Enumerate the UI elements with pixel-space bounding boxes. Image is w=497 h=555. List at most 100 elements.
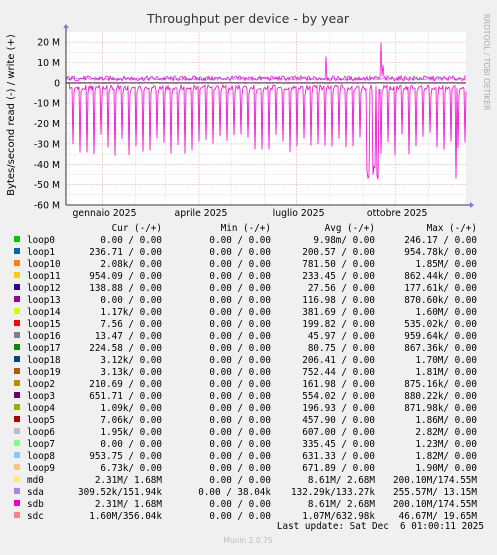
legend-cur: 1.95k/ 0.00 (100, 427, 162, 438)
legend-name: loop10 (27, 259, 61, 270)
legend-cur: 210.69 / 0.00 (89, 379, 162, 390)
legend-max: 867.36k/ 0.00 (404, 343, 477, 354)
legend-cur: 651.71 / 0.00 (89, 391, 162, 402)
legend-max: 1.82M/ 0.00 (415, 451, 477, 462)
legend-name: loop0 (27, 235, 55, 246)
legend-min: 0.00 / 0.00 (209, 463, 271, 474)
legend-avg: 45.97 / 0.00 (308, 331, 375, 342)
legend-min: 0.00 / 0.00 (209, 235, 271, 246)
legend-name: loop6 (27, 427, 55, 438)
legend-header-cur: Cur (-/+) (112, 223, 162, 234)
legend-cur: 0.00 / 0.00 (100, 295, 162, 306)
legend-max: 880.22k/ 0.00 (404, 391, 477, 402)
legend-avg: 27.56 / 0.00 (308, 283, 375, 294)
legend-cur: 2.31M/ 1.68M (95, 475, 163, 486)
legend-max: 1.81M/ 0.00 (415, 367, 477, 378)
legend-name: md0 (27, 475, 44, 486)
legend-name: sda (27, 487, 44, 498)
legend-avg: 781.50 / 0.00 (302, 259, 375, 270)
chart-title: Throughput per device - by year (146, 11, 350, 26)
legend-max: 954.78k/ 0.00 (404, 247, 477, 258)
legend-min: 0.00 / 38.04k (198, 487, 271, 498)
y-tick-label: -60 M (34, 201, 60, 212)
legend-min: 0.00 / 0.00 (209, 367, 271, 378)
legend-min: 0.00 / 0.00 (209, 499, 271, 510)
legend-max: 535.02k/ 0.00 (404, 319, 477, 330)
legend-max: 1.90M/ 0.00 (415, 463, 477, 474)
legend-min: 0.00 / 0.00 (209, 391, 271, 402)
legend-avg: 8.61M/ 2.68M (308, 499, 376, 510)
legend-name: loop13 (27, 295, 61, 306)
legend-min: 0.00 / 0.00 (209, 475, 271, 486)
series-sdb (66, 82, 467, 180)
y-tick-labels: 20 M 10 M 0 -10 M -20 M -30 M -40 M -50 M -60 M (34, 38, 60, 212)
legend-cur: 2.31M/ 1.68M (95, 499, 163, 510)
y-tick-label: 10 M (37, 58, 60, 69)
legend-avg: 199.82 / 0.00 (302, 319, 375, 330)
legend-name: loop14 (27, 307, 61, 318)
x-axis-arrow (470, 202, 474, 208)
legend-name: loop2 (27, 379, 55, 390)
legend-name: loop15 (27, 319, 61, 330)
legend-min: 0.00 / 0.00 (209, 307, 271, 318)
legend-swatch (14, 344, 20, 350)
legend-header-max: Max (-/+) (427, 223, 477, 234)
y-tick-label: -50 M (34, 180, 60, 191)
legend-cur: 309.52k/151.94k (78, 487, 162, 498)
legend-avg: 554.02 / 0.00 (302, 391, 375, 402)
legend-min: 0.00 / 0.00 (209, 415, 271, 426)
legend-max: 862.44k/ 0.00 (404, 271, 477, 282)
legend-name: sdb (27, 499, 44, 510)
legend-cur: 138.88 / 0.00 (89, 283, 162, 294)
legend-swatch (14, 296, 20, 302)
legend-avg: 457.90 / 0.00 (302, 415, 375, 426)
legend-max: 1.23M/ 0.00 (415, 439, 477, 450)
legend-min: 0.00 / 0.00 (209, 295, 271, 306)
legend-swatch (14, 416, 20, 422)
y-axis-arrow (63, 24, 69, 28)
legend-swatch (14, 392, 20, 398)
legend-max: 200.10M/174.55M (393, 475, 477, 486)
legend-swatch (14, 452, 20, 458)
rrdtool-watermark: RRDTOOL / TOBI OETIKER (482, 14, 491, 111)
munin-version: Munin 2.0.75 (223, 536, 272, 545)
y-tick-label: -10 M (34, 99, 60, 110)
legend-swatch (14, 428, 20, 434)
legend-min: 0.00 / 0.00 (209, 511, 271, 522)
legend-avg: 671.89 / 0.00 (302, 463, 375, 474)
legend-avg: 116.98 / 0.00 (302, 295, 375, 306)
x-tick-label: ottobre 2025 (367, 208, 428, 219)
legend-cur: 1.60M/356.04k (89, 511, 162, 522)
legend-avg: 161.98 / 0.00 (302, 379, 375, 390)
legend-cur: 3.12k/ 0.00 (100, 355, 162, 366)
legend-cur: 7.56 / 0.00 (100, 319, 162, 330)
legend-min: 0.00 / 0.00 (209, 247, 271, 258)
legend-avg: 1.07M/632.98k (302, 511, 375, 522)
last-update: Last update: Sat Dec 6 01:00:11 2025 (277, 521, 484, 532)
legend-name: loop19 (27, 367, 61, 378)
legend-header-avg: Avg (-/+) (325, 223, 375, 234)
legend-swatch (14, 248, 20, 254)
legend-swatch (14, 488, 20, 494)
legend-header-min: Min (-/+) (221, 223, 271, 234)
legend-swatch (14, 308, 20, 314)
legend-name: loop9 (27, 463, 55, 474)
legend-name: loop11 (27, 271, 61, 282)
legend-cur: 2.08k/ 0.00 (100, 259, 162, 270)
legend-avg: 132.29k/133.27k (291, 487, 375, 498)
series-md0 (65, 42, 467, 83)
legend-max: 1.70M/ 0.00 (415, 355, 477, 366)
legend-avg: 196.93 / 0.00 (302, 403, 375, 414)
legend-avg: 335.45 / 0.00 (302, 439, 375, 450)
y-tick-label: 0 (54, 78, 60, 89)
legend-name: loop5 (27, 415, 55, 426)
legend-swatch (14, 464, 20, 470)
legend-swatch (14, 404, 20, 410)
legend-avg: 80.75 / 0.00 (308, 343, 375, 354)
legend-cur: 954.09 / 0.00 (89, 271, 162, 282)
legend-swatch (14, 236, 20, 242)
legend-min: 0.00 / 0.00 (209, 427, 271, 438)
y-axis-label: Bytes/second read (-) / write (+) (6, 34, 17, 196)
legend-avg: 381.69 / 0.00 (302, 307, 375, 318)
